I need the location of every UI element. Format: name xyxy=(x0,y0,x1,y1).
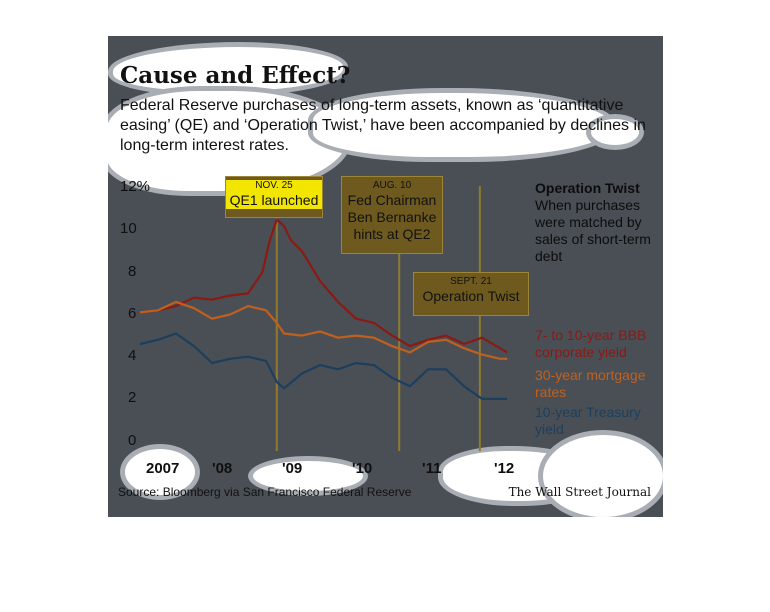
legend-treasury-yield: 10-year Treasury yield xyxy=(535,404,641,437)
y-tick-label: 2 xyxy=(128,389,137,406)
y-tick-label: 10 xyxy=(120,220,137,237)
y-tick-label: 6 xyxy=(128,305,137,322)
highlight-blob-bottom-mid xyxy=(248,456,368,496)
highlight-blob-subtitle-mid xyxy=(308,88,618,162)
annotation-date: NOV. 25 xyxy=(226,180,322,192)
highlight-blob-bottom-left xyxy=(120,444,200,500)
operation-twist-note: Operation Twist When purchases were matc… xyxy=(535,180,655,265)
x-tick-label: '08 xyxy=(212,460,233,477)
annotation-date: SEPT. 21 xyxy=(450,276,492,287)
chart-subtitle: Federal Reserve purchases of long-term a… xyxy=(120,97,646,154)
y-tick-label: 4 xyxy=(128,347,137,364)
series-line xyxy=(139,218,508,354)
x-tick-label: '10 xyxy=(352,460,373,477)
series-line xyxy=(139,332,508,400)
highlight-blob-subtitle-right xyxy=(586,114,644,150)
y-tick-label: 0 xyxy=(128,432,137,449)
highlight-blob-bottom-right-large xyxy=(538,430,663,517)
series-line xyxy=(139,300,508,360)
annotation-qe1: NOV. 25 QE1 launched xyxy=(225,176,323,218)
source-note: Source: Bloomberg via San Francisco Fede… xyxy=(118,485,412,499)
operation-twist-heading: Operation Twist xyxy=(535,180,640,196)
chart-panel: Cause and Effect? Federal Reserve purcha… xyxy=(108,36,663,517)
annotation-text: Operation Twist xyxy=(422,288,520,304)
operation-twist-body: When purchases were matched by sales of … xyxy=(535,197,651,264)
y-tick-label: 8 xyxy=(128,263,137,280)
y-tick-label: 12% xyxy=(120,178,151,195)
annotation-qe2: AUG. 10 Fed Chairman Ben Bernanke hints … xyxy=(341,176,443,254)
x-tick-label: '12 xyxy=(494,460,515,477)
legend-bbb-yield: 7- to 10-year BBB corporate yield xyxy=(535,327,647,360)
annotation-text: Fed Chairman Ben Bernanke hints at QE2 xyxy=(347,192,437,242)
publisher-credit: The Wall Street Journal xyxy=(508,485,651,499)
x-tick-label: 2007 xyxy=(146,460,180,477)
legend-mortgage-rates: 30-year mortgage rates xyxy=(535,367,646,400)
chart-title: Cause and Effect? xyxy=(120,62,351,89)
x-tick-label: '11 xyxy=(422,460,442,477)
annotation-text: QE1 launched xyxy=(226,192,322,209)
line-chart xyxy=(139,186,508,451)
x-tick-label: '09 xyxy=(282,460,303,477)
annotation-date: AUG. 10 xyxy=(372,180,412,191)
annotation-operation-twist: SEPT. 21 Operation Twist xyxy=(413,272,529,316)
